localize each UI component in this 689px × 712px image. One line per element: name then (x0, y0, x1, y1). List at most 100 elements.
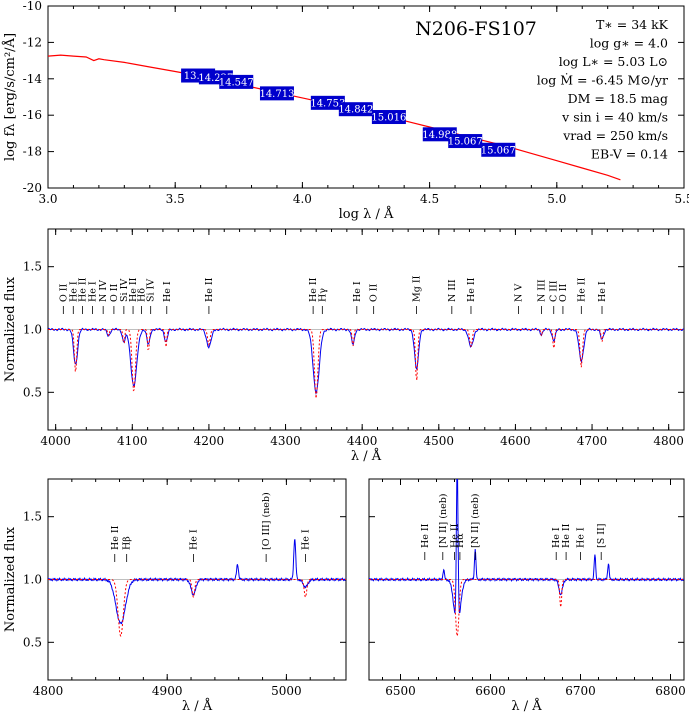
line-id-label: O II (109, 283, 120, 302)
line-id-label: He I (576, 527, 587, 548)
line-id-label: Mg II (412, 275, 423, 302)
line-id-label: Si IV (146, 279, 157, 302)
x-tick-label: 6700 (565, 684, 596, 698)
model-spectrum (48, 579, 346, 637)
line-id-label: Hγ (317, 288, 328, 302)
x-tick-label: 4.5 (420, 192, 439, 206)
line-id-label: N IV (98, 280, 109, 302)
photometry-label: 14.713 (259, 89, 294, 100)
photometry-point (310, 95, 345, 110)
line-id-label: He II (420, 523, 431, 548)
photometry-label: 13.98 (184, 71, 213, 82)
x-tick-label: 5.5 (674, 192, 689, 206)
y-tick-label: -18 (23, 145, 42, 159)
x-tick-label: 4700 (577, 434, 608, 448)
photometry-point (259, 86, 294, 101)
stellar-parameter: v sin i = 40 km/s (561, 110, 668, 125)
x-tick-label: 6600 (475, 684, 506, 698)
photometry-point (481, 142, 516, 157)
line-id-label: N V (513, 284, 524, 302)
photometry-point (448, 134, 483, 149)
line-id-label: O II (558, 283, 569, 302)
line-id-label: He I (300, 529, 311, 550)
photometry-point (371, 110, 406, 125)
y-axis-label: Normalized flux (3, 526, 18, 632)
y-axis-label: Normalized flux (3, 276, 18, 382)
x-tick-label: 4600 (500, 434, 531, 448)
x-tick-label: 3.5 (166, 192, 185, 206)
y-tick-label: -10 (23, 0, 42, 13)
stellar-parameter: DM = 18.5 mag (568, 91, 668, 106)
x-tick-label: 4800 (653, 434, 684, 448)
y-tick-label: -20 (23, 181, 42, 195)
observed-spectrum (48, 539, 346, 625)
line-id-label: He II (77, 277, 88, 302)
line-id-label: O II (369, 283, 380, 302)
line-id-label: N III (447, 279, 458, 302)
y-tick-label: 1.5 (23, 260, 42, 274)
photometry-label: 14.547 (219, 77, 254, 88)
x-tick-label: 3.0 (38, 192, 57, 206)
observed-spectrum (48, 327, 684, 396)
line-id-label: He II (128, 277, 139, 302)
x-axis-label: λ / Å (351, 448, 382, 464)
photometry-label: 15.016 (371, 113, 406, 124)
line-id-label: He I (68, 281, 79, 302)
line-id-label: He I (352, 281, 363, 302)
line-id-label: He II (561, 523, 572, 548)
x-tick-label: 6800 (655, 684, 686, 698)
x-tick-label: 4000 (40, 434, 71, 448)
line-id-label: Hδ (136, 288, 147, 302)
line-id-label: [N II] (neb) (438, 493, 449, 548)
x-tick-label: 4500 (424, 434, 455, 448)
photometry-point (338, 102, 373, 117)
line-id-label: He II (308, 277, 319, 302)
x-tick-label: 4100 (117, 434, 148, 448)
y-tick-label: -12 (23, 35, 42, 49)
y-axis-label: log fλ [erg/s/cm²/Å] (2, 33, 18, 161)
line-id-label: Hβ (122, 536, 133, 550)
line-id-label: He II (466, 277, 477, 302)
blue-spectrum-panel: 4000 4100 4200 4300 4400 4500 4600 4700 4800 0.5 1… (3, 228, 685, 464)
model-spectrum (369, 579, 684, 637)
observed-spectrum (369, 479, 684, 614)
x-tick-label: 4800 (33, 684, 64, 698)
line-id-label: He I (162, 281, 173, 302)
line-id-label: He II (576, 277, 587, 302)
line-id-label: [N II] (neb) (470, 493, 481, 548)
line-id-label: He II (450, 523, 461, 548)
stellar-parameter: log g∗ = 4.0 (590, 36, 668, 51)
y-tick-label: -16 (23, 108, 42, 122)
photometry-label: 14.842 (338, 105, 373, 116)
plot-frame (47, 5, 685, 189)
y-tick-label: 1.5 (23, 510, 42, 524)
line-id-label: He I (87, 281, 98, 302)
line-id-label: [S II] (596, 524, 607, 548)
line-id-label: C III (549, 280, 560, 302)
x-tick-label: 5000 (271, 684, 302, 698)
x-tick-label: 4900 (152, 684, 183, 698)
model-spectrum (48, 328, 684, 399)
line-id-label: N III (536, 279, 547, 302)
x-tick-label: 4.0 (293, 192, 312, 206)
x-tick-label: 4400 (347, 434, 378, 448)
hbeta-spectrum-panel: 4800 4900 5000 0.5 1.0 1.5 λ / Å Normalized flu… (3, 478, 347, 712)
stellar-parameter: log Ṁ = -6.45 M⊙/yr (537, 73, 668, 88)
stellar-parameter: log L∗ = 5.03 L⊙ (559, 54, 668, 69)
line-id-label: Hα (455, 533, 466, 548)
line-id-label: He I (188, 529, 199, 550)
line-id-label: He II (204, 277, 215, 302)
y-tick-label: 0.5 (23, 385, 42, 399)
line-id-label: He I (597, 281, 608, 302)
sed-panel: 3.0 3.5 4.0 4.5 5.0 5.5 -20 -18 -16 -14 -12 -10 log … (2, 0, 689, 222)
stellar-parameter: EB-V = 0.14 (591, 147, 668, 162)
y-tick-label: 0.5 (23, 635, 42, 649)
x-axis-label: λ / Å (182, 698, 213, 712)
x-axis-label: λ / Å (511, 698, 542, 712)
chart-title: N206-FS107 (415, 18, 537, 40)
x-tick-label: 4300 (270, 434, 301, 448)
photometry-label: 15.067 (448, 137, 483, 148)
line-id-label: He I (551, 527, 562, 548)
sed-model-line (48, 54, 621, 181)
